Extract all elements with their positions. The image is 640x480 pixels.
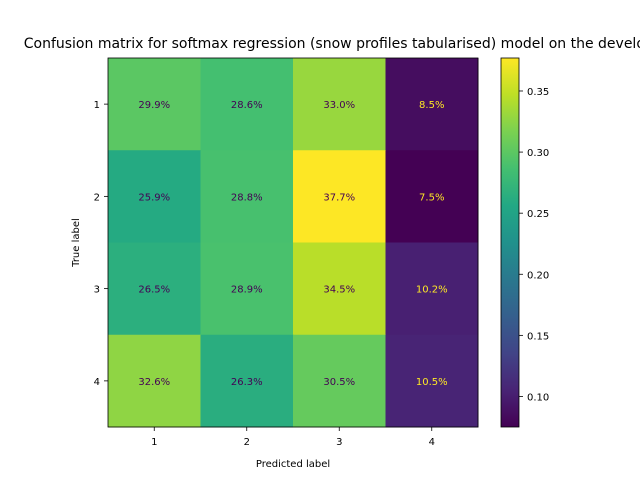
cell-label: 30.5% <box>323 377 355 388</box>
x-tick-label: 4 <box>429 437 435 448</box>
cell-label: 10.5% <box>416 377 448 388</box>
colorbar-tick-label: 0.20 <box>527 270 549 281</box>
x-tick-label: 3 <box>336 437 342 448</box>
heatmap-cell <box>293 150 386 243</box>
heatmap-cells: 29.9% 28.6% 33.0% 8.5% 25.9% 28.8% 37.7% 7.5% 26… <box>108 58 479 428</box>
cell-label: 33.0% <box>323 100 355 111</box>
cell-label: 28.8% <box>231 192 263 203</box>
x-axis: 1 2 3 4 <box>151 427 435 448</box>
y-tick-label: 2 <box>94 192 100 203</box>
colorbar-tick-label: 0.30 <box>527 148 549 159</box>
y-axis: 1 2 3 4 <box>94 100 108 388</box>
colorbar-tick-label: 0.35 <box>527 87 549 98</box>
colorbar-tick-label: 0.15 <box>527 331 549 342</box>
heatmap-cell <box>200 150 294 243</box>
colorbar-tick-label: 0.25 <box>527 209 549 220</box>
cell-label: 8.5% <box>419 100 444 111</box>
cell-label: 26.3% <box>231 377 263 388</box>
y-tick-label: 4 <box>94 377 100 388</box>
heatmap-cell <box>108 334 201 428</box>
heatmap-cell <box>200 334 294 428</box>
heatmap-cell <box>293 242 386 336</box>
colorbar-gradient <box>500 57 520 428</box>
heatmap-cell <box>108 242 201 336</box>
y-axis-label: True label <box>71 218 82 268</box>
heatmap-cell <box>108 150 201 243</box>
cell-label: 26.5% <box>138 285 170 296</box>
heatmap-cell <box>385 242 479 336</box>
heatmap-cell <box>385 150 479 243</box>
y-tick-label: 1 <box>94 100 100 111</box>
x-tick-label: 2 <box>244 437 250 448</box>
plot-frame <box>107 57 479 428</box>
chart-title: Confusion matrix for softmax regression … <box>24 36 640 52</box>
colorbar: 0.10 0.15 0.20 0.25 0.30 0.35 <box>500 57 549 428</box>
y-tick-label: 3 <box>94 285 100 296</box>
heatmap-cell <box>293 58 386 151</box>
x-tick-label: 1 <box>151 437 157 448</box>
heatmap-cell <box>385 58 479 151</box>
cell-label: 29.9% <box>138 100 170 111</box>
cell-label: 10.2% <box>416 285 448 296</box>
heatmap-cell <box>108 58 201 151</box>
colorbar-tick-label: 0.10 <box>527 392 549 403</box>
cell-label: 25.9% <box>138 192 170 203</box>
cell-label: 32.6% <box>138 377 170 388</box>
cell-label: 28.9% <box>231 285 263 296</box>
heatmap-cell <box>200 58 294 151</box>
heatmap-cell <box>200 242 294 336</box>
heatmap-cell <box>385 334 479 428</box>
cell-label: 7.5% <box>419 192 444 203</box>
heatmap-cell <box>293 334 386 428</box>
cell-label: 37.7% <box>323 192 355 203</box>
cell-label: 28.6% <box>231 100 263 111</box>
cell-label: 34.5% <box>323 285 355 296</box>
x-axis-label: Predicted label <box>256 459 330 470</box>
